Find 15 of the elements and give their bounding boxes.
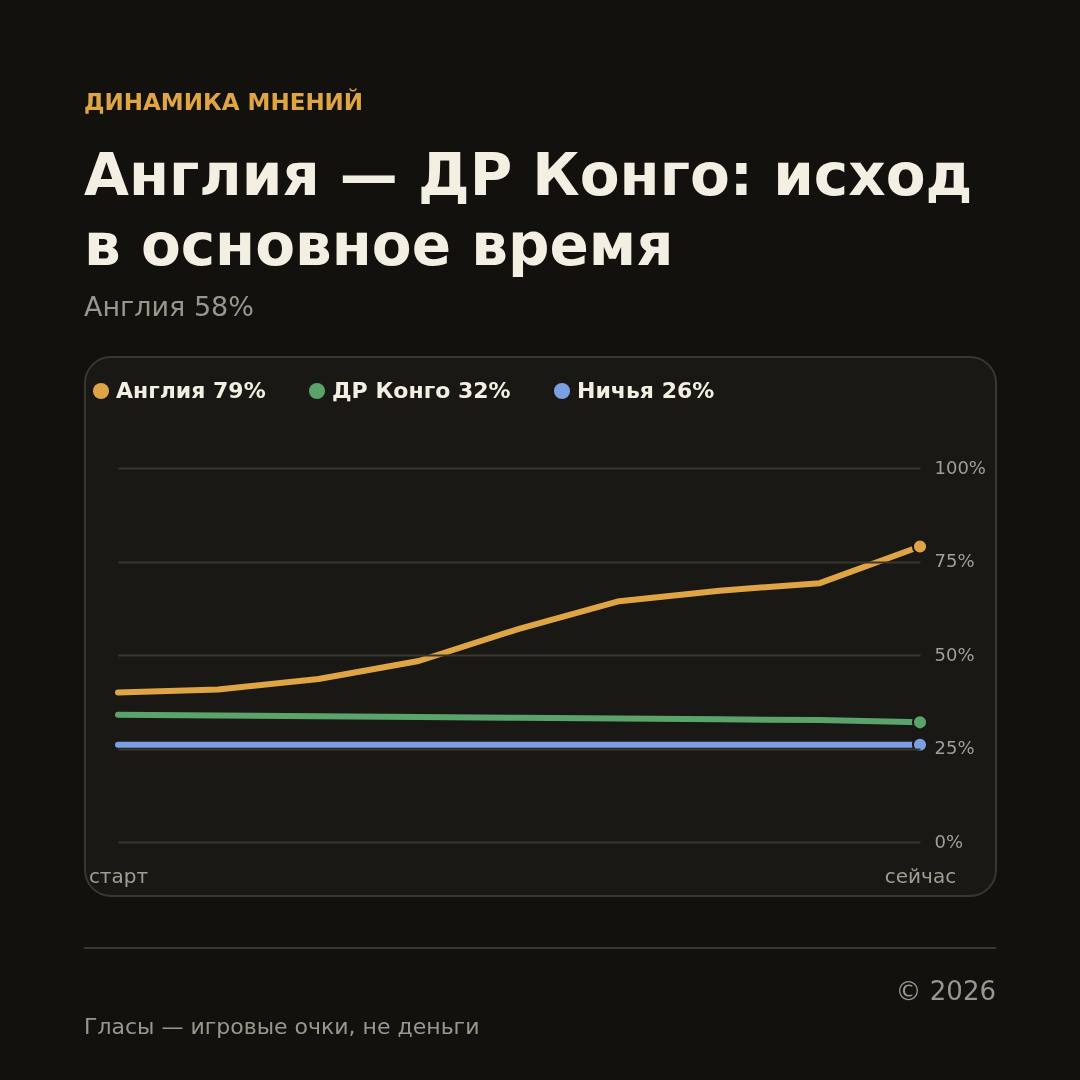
- y-tick-label: 75%: [934, 550, 975, 571]
- x-tick-label: старт: [88, 863, 149, 888]
- legend-label: ДР Конго 32%: [332, 378, 511, 403]
- text: ДИНАМИКА МНЕНИЙ: [84, 88, 364, 115]
- legend-label: Ничья 26%: [577, 378, 715, 403]
- chart-title: Англия — ДР Конго: исход в основное время: [84, 141, 973, 279]
- y-tick-label: 25%: [934, 737, 975, 758]
- x-tick-label: сейчас: [884, 863, 957, 888]
- y-tick-label: 50%: [934, 643, 975, 665]
- y-tick-label: 0%: [934, 830, 964, 852]
- text: Гласы — игровые очки, не деньги: [84, 1014, 480, 1039]
- text: © 2026: [895, 976, 996, 1006]
- y-tick-label: 100%: [934, 456, 986, 478]
- legend-label: Англия 79%: [116, 378, 266, 403]
- chart-subtitle: Англия 58%: [84, 291, 254, 322]
